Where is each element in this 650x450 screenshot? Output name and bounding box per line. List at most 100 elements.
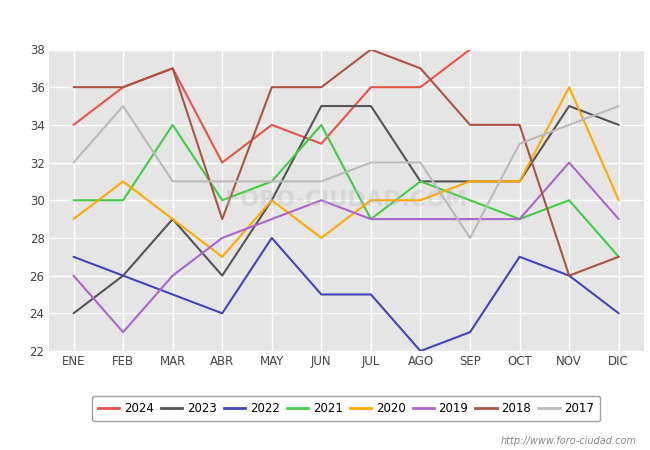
2024 (317, 141, 325, 146)
2021 (70, 198, 77, 203)
2023 (615, 122, 623, 128)
2024 (169, 66, 177, 71)
2018 (317, 85, 325, 90)
Line: 2019: 2019 (73, 162, 619, 332)
2022 (466, 329, 474, 335)
2018 (218, 216, 226, 222)
2021 (218, 198, 226, 203)
2019 (169, 273, 177, 278)
2020 (515, 179, 523, 184)
2024 (119, 85, 127, 90)
2021 (566, 198, 573, 203)
2019 (218, 235, 226, 241)
2023 (417, 179, 424, 184)
Text: Afiliados en Polícar a 31/5/2024: Afiliados en Polícar a 31/5/2024 (183, 13, 467, 31)
2020 (417, 198, 424, 203)
2024 (417, 85, 424, 90)
2020 (466, 179, 474, 184)
2022 (119, 273, 127, 278)
Line: 2023: 2023 (73, 106, 619, 313)
2018 (417, 66, 424, 71)
2022 (367, 292, 375, 297)
2018 (268, 85, 276, 90)
2020 (268, 198, 276, 203)
Legend: 2024, 2023, 2022, 2021, 2020, 2019, 2018, 2017: 2024, 2023, 2022, 2021, 2020, 2019, 2018… (92, 396, 600, 421)
2023 (367, 104, 375, 109)
2024 (367, 85, 375, 90)
2021 (367, 216, 375, 222)
2019 (70, 273, 77, 278)
Line: 2021: 2021 (73, 125, 619, 257)
2018 (466, 122, 474, 128)
2022 (169, 292, 177, 297)
2019 (566, 160, 573, 165)
2020 (615, 198, 623, 203)
2017 (466, 235, 474, 241)
2019 (466, 216, 474, 222)
2024 (268, 122, 276, 128)
2020 (70, 216, 77, 222)
2022 (515, 254, 523, 260)
2018 (70, 85, 77, 90)
2023 (268, 198, 276, 203)
2019 (317, 198, 325, 203)
2019 (615, 216, 623, 222)
2020 (367, 198, 375, 203)
2023 (70, 310, 77, 316)
2017 (268, 179, 276, 184)
2017 (218, 179, 226, 184)
2018 (367, 47, 375, 52)
2022 (615, 310, 623, 316)
2019 (417, 216, 424, 222)
2022 (218, 310, 226, 316)
2023 (466, 179, 474, 184)
2023 (317, 104, 325, 109)
2017 (367, 160, 375, 165)
2024 (70, 122, 77, 128)
2017 (169, 179, 177, 184)
2022 (417, 348, 424, 354)
2023 (169, 216, 177, 222)
2017 (615, 104, 623, 109)
2018 (119, 85, 127, 90)
Line: 2018: 2018 (73, 50, 619, 275)
2017 (119, 104, 127, 109)
2023 (218, 273, 226, 278)
Text: http://www.foro-ciudad.com: http://www.foro-ciudad.com (501, 436, 637, 446)
2018 (515, 122, 523, 128)
2021 (317, 122, 325, 128)
2022 (566, 273, 573, 278)
Line: 2020: 2020 (73, 87, 619, 257)
2019 (119, 329, 127, 335)
2024 (466, 47, 474, 52)
2017 (566, 122, 573, 128)
2022 (70, 254, 77, 260)
2023 (515, 179, 523, 184)
Line: 2022: 2022 (73, 238, 619, 351)
Text: FORO-CIUDAD.COM: FORO-CIUDAD.COM (225, 190, 467, 210)
2017 (317, 179, 325, 184)
2020 (218, 254, 226, 260)
2020 (119, 179, 127, 184)
2019 (367, 216, 375, 222)
2018 (615, 254, 623, 260)
Line: 2017: 2017 (73, 106, 619, 238)
2019 (268, 216, 276, 222)
2021 (268, 179, 276, 184)
2024 (218, 160, 226, 165)
2017 (417, 160, 424, 165)
2021 (417, 179, 424, 184)
2020 (566, 85, 573, 90)
2018 (566, 273, 573, 278)
2019 (515, 216, 523, 222)
2022 (268, 235, 276, 241)
2018 (169, 66, 177, 71)
2017 (70, 160, 77, 165)
2022 (317, 292, 325, 297)
2021 (515, 216, 523, 222)
Line: 2024: 2024 (73, 50, 470, 162)
2021 (119, 198, 127, 203)
2023 (566, 104, 573, 109)
2021 (466, 198, 474, 203)
2020 (169, 216, 177, 222)
